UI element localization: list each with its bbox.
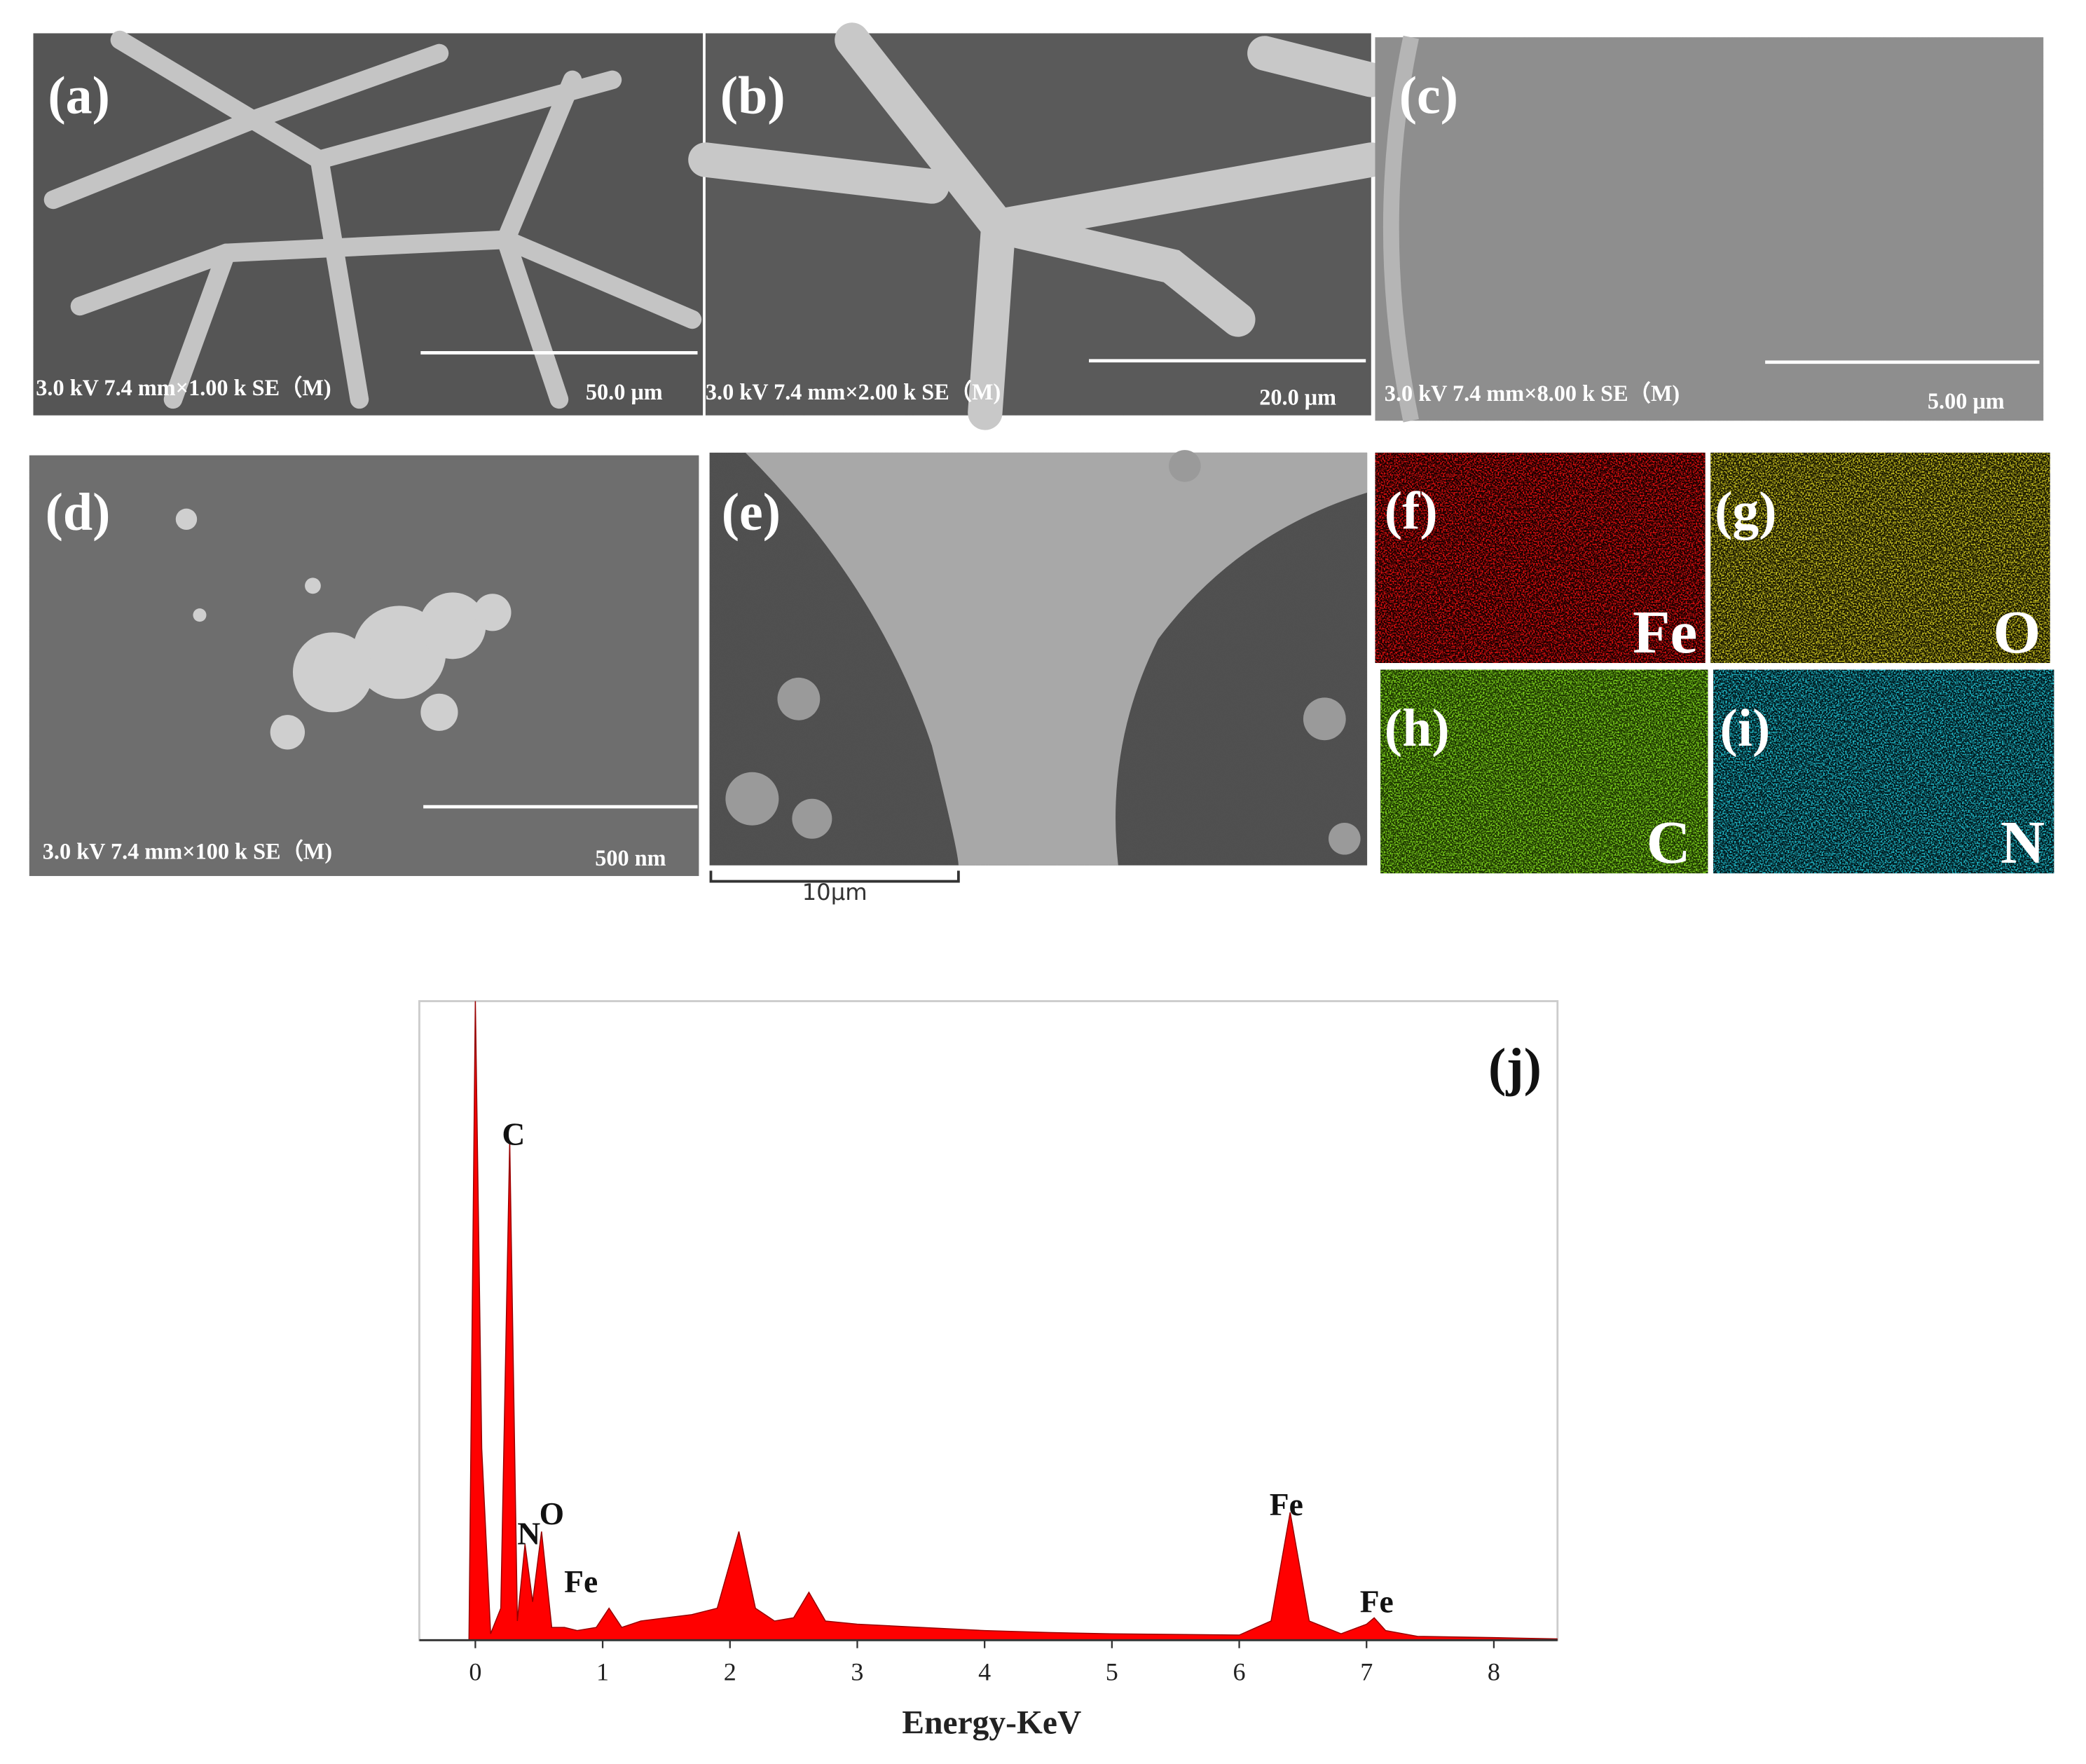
eds-map-i: (i) N xyxy=(1713,669,2054,876)
scale-text: 500 nm xyxy=(595,845,666,870)
x-tick-label: 1 xyxy=(596,1657,609,1686)
map-signal xyxy=(1710,452,2050,664)
panel-label: (a) xyxy=(48,66,110,125)
sem-info: 3.0 kV 7.4 mm×2.00 k SE（M) xyxy=(706,379,1001,404)
surface-edge xyxy=(1382,35,1419,423)
scale-text: 20.0 μm xyxy=(1259,384,1336,409)
map-signal xyxy=(1713,669,2054,874)
plot-frame xyxy=(418,1000,1559,1641)
x-tick-label: 5 xyxy=(1106,1657,1118,1686)
x-tick-label: 4 xyxy=(978,1657,991,1686)
peak-label: Fe xyxy=(564,1564,598,1599)
scale-text: 10μm xyxy=(802,879,867,905)
debris xyxy=(725,450,1361,855)
x-tick-label: 8 xyxy=(1488,1657,1500,1686)
x-tick-label: 6 xyxy=(1233,1657,1246,1686)
panel-label: (h) xyxy=(1385,699,1450,758)
eds-map-h: (h) C xyxy=(1380,669,1708,876)
peak-label: O xyxy=(540,1496,564,1531)
panel-label: (f) xyxy=(1385,481,1438,540)
eds-map-f: (f) Fe xyxy=(1375,452,1706,666)
x-axis-label: Energy-KeV xyxy=(902,1704,1081,1741)
element-label: N xyxy=(2001,808,2045,876)
particles xyxy=(175,508,512,750)
eds-map-g: (g) O xyxy=(1710,452,2050,666)
fibers xyxy=(43,30,702,409)
panel-label: (d) xyxy=(46,483,111,542)
fiber-junction xyxy=(745,452,1368,866)
sem-image xyxy=(1375,37,2044,421)
panel-label: (c) xyxy=(1399,66,1458,125)
map-signal xyxy=(1380,669,1708,874)
peak-label: C xyxy=(502,1116,525,1152)
sem-panel-e: (e) 10μm xyxy=(709,450,1368,905)
element-label: Fe xyxy=(1633,598,1697,666)
x-tick-label: 2 xyxy=(724,1657,736,1686)
panel-label: (e) xyxy=(722,483,781,542)
sem-info: 3.0 kV 7.4 mm×100 k SE（M) xyxy=(43,838,332,863)
spectrum-area xyxy=(468,1001,1558,1641)
fibers xyxy=(688,22,1389,430)
scale-bar xyxy=(709,870,960,883)
sem-info: 3.0 kV 7.4 mm×1.00 k SE（M) xyxy=(36,375,331,400)
sem-panel-b: (b) 3.0 kV 7.4 mm×2.00 k SE（M) 20.0 μm xyxy=(688,22,1389,430)
x-tick-label: 7 xyxy=(1360,1657,1373,1686)
scale-text: 5.00 μm xyxy=(1928,388,2005,413)
x-tick-label: 0 xyxy=(469,1657,481,1686)
map-signal xyxy=(1375,452,1706,664)
peak-label: Fe xyxy=(1270,1486,1303,1522)
sem-panel-c: (c) 3.0 kV 7.4 mm×8.00 k SE（M) 5.00 μm xyxy=(1375,35,2044,423)
sem-panel-a: (a) 3.0 kV 7.4 mm×1.00 k SE（M) 50.0 μm xyxy=(33,30,704,416)
peak-label: Fe xyxy=(1360,1583,1394,1619)
peak-label: N xyxy=(517,1516,540,1552)
panel-label: (i) xyxy=(1720,699,1771,758)
panel-label: (b) xyxy=(720,66,785,125)
scale-text: 50.0 μm xyxy=(586,379,663,404)
chart-title: (j) xyxy=(1488,1038,1542,1097)
element-label: C xyxy=(1647,808,1691,876)
sem-panel-d: (d) 3.0 kV 7.4 mm×100 k SE（M) 500 nm xyxy=(29,455,699,876)
element-label: O xyxy=(1993,598,2040,666)
sem-info: 3.0 kV 7.4 mm×8.00 k SE（M) xyxy=(1385,381,1680,406)
panel-label: (g) xyxy=(1715,481,1777,540)
x-tick-label: 3 xyxy=(851,1657,863,1686)
